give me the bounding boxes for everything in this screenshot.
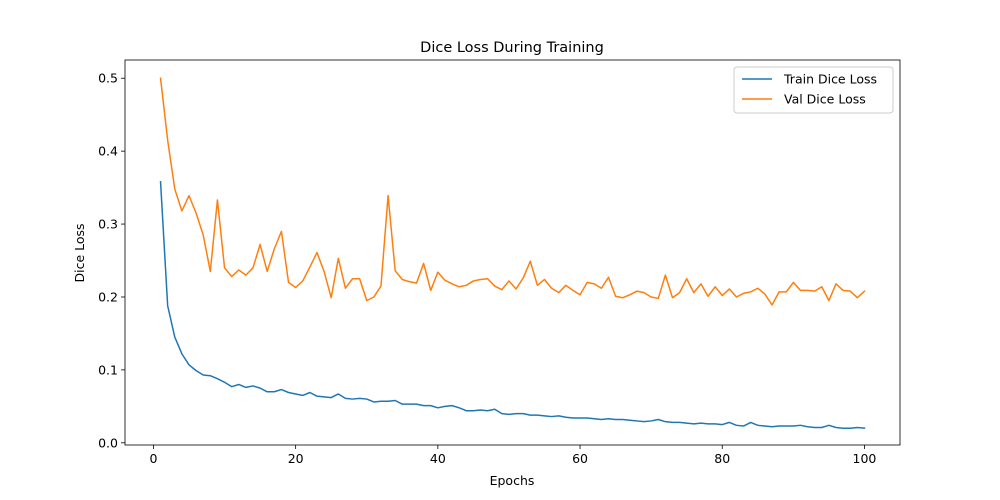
x-tick-label: 40: [430, 451, 446, 466]
x-tick-label: 60: [572, 451, 588, 466]
x-axis-label: Epochs: [490, 473, 535, 488]
plot-area: [124, 59, 901, 446]
y-tick-label: 0.4: [98, 144, 118, 159]
y-tick-label: 0.1: [98, 362, 118, 377]
chart-title: Dice Loss During Training: [420, 40, 604, 56]
x-tick-label: 0: [149, 451, 157, 466]
x-axis: 0 20 40 60 80 100: [149, 445, 876, 466]
x-tick-label: 80: [714, 451, 730, 466]
y-axis: 0.0 0.1 0.2 0.3 0.4 0.5: [98, 71, 125, 450]
series-group: [159, 77, 866, 430]
y-axis-label: Dice Loss: [72, 223, 87, 282]
x-tick-label: 100: [853, 451, 877, 466]
y-tick-label: 0.2: [98, 289, 118, 304]
legend-label-val: Val Dice Loss: [784, 92, 866, 107]
y-tick-label: 0.5: [98, 71, 118, 86]
y-tick-label: 0.0: [98, 435, 118, 450]
axes-frame: [124, 59, 901, 446]
x-tick-label: 20: [288, 451, 304, 466]
series-line-train: [159, 180, 866, 430]
legend: Train Dice Loss Val Dice Loss: [733, 66, 894, 114]
y-tick-label: 0.3: [98, 217, 118, 232]
series-line-val: [159, 77, 866, 306]
legend-label-train: Train Dice Loss: [783, 72, 877, 87]
legend-box: [733, 66, 894, 114]
